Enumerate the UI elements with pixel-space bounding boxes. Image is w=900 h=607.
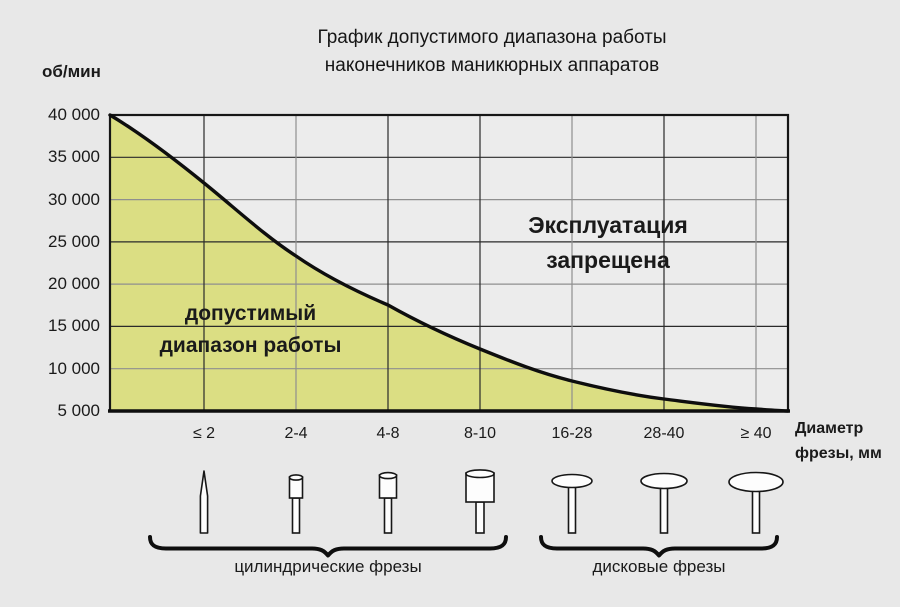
cutter-icons	[199, 469, 784, 534]
x-tick-28-40: 28-40	[643, 425, 685, 442]
x-tick-16-28: 16-28	[551, 425, 593, 442]
disc-group-brace	[539, 535, 779, 558]
allowed-region-label: допустимый диапазон работы	[128, 298, 373, 361]
needle-cutter-icon	[199, 470, 209, 534]
x-axis-label: Диаметр фрезы, мм	[795, 417, 895, 467]
x-tick-4-8: 4-8	[376, 425, 400, 442]
allowed-region-area	[110, 115, 788, 411]
cylindrical-group-label: цилиндрические фрезы	[234, 557, 422, 576]
disc-group-label: дисковые фрезы	[592, 557, 726, 576]
x-tick-8-10: 8-10	[463, 425, 497, 442]
y-tick-15000: 15 000	[48, 316, 100, 335]
cylinder-cutter-medium-icon	[378, 471, 398, 534]
y-tick-10000: 10 000	[48, 359, 100, 378]
chart-title-line2: наконечников маникюрных аппаратов	[324, 54, 660, 76]
x-tick-le2: ≤ 2	[192, 425, 216, 442]
chart-title-line1: График допустимого диапазона работы	[317, 27, 667, 48]
x-axis-label-line1: Диаметр	[795, 420, 864, 437]
forbidden-region-label: Эксплуатация запрещена	[468, 208, 748, 277]
allowed-region-label-line1: допустимый	[184, 302, 317, 325]
x-axis-label-line2: фрезы, мм	[795, 444, 882, 462]
group-braces	[148, 535, 779, 558]
disc-cutter-large-icon	[728, 471, 784, 534]
y-tick-25000: 25 000	[48, 232, 100, 251]
allowed-region-label-line2: диапазон работы	[159, 333, 342, 357]
cylinder-cutter-large-icon	[465, 469, 495, 534]
x-tick-ge40: ≥ 40	[740, 425, 772, 442]
disc-cutter-small-icon	[551, 473, 593, 534]
limit-curve	[108, 113, 790, 413]
cylinder-cutter-small-icon	[288, 474, 304, 534]
vertical-gridlines	[203, 115, 757, 411]
disc-cutter-medium-icon	[640, 472, 688, 534]
y-axis-unit: об/мин	[42, 62, 101, 81]
y-tick-40000: 40 000	[48, 105, 100, 124]
y-tick-20000: 20 000	[48, 274, 100, 293]
chart-title: График допустимого диапазона работы нако…	[192, 24, 792, 79]
forbidden-region-label-line2: запрещена	[546, 246, 670, 273]
cylindrical-group-brace	[148, 535, 508, 558]
y-tick-30000: 30 000	[48, 190, 100, 209]
forbidden-region-label-line1: Эксплуатация	[528, 212, 688, 238]
y-tick-35000: 35 000	[48, 147, 100, 166]
x-tick-2-4: 2-4	[284, 425, 308, 442]
y-tick-5000: 5 000	[57, 401, 100, 420]
